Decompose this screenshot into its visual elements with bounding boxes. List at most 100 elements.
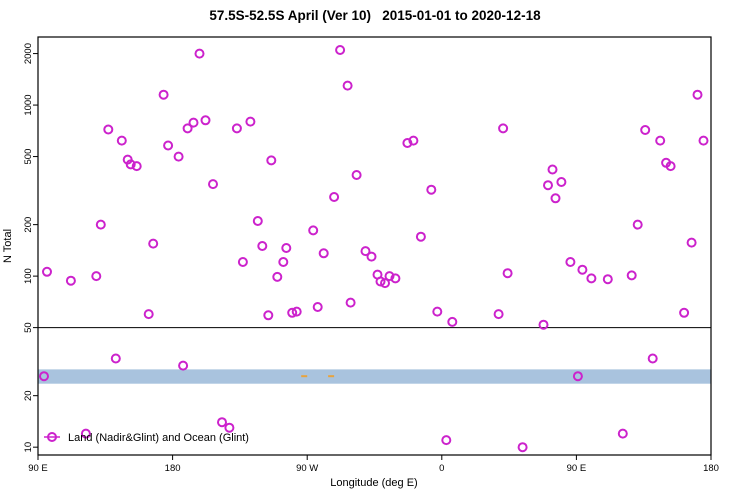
data-point — [263, 310, 274, 321]
x-axis-tick-label: 0 — [439, 463, 444, 474]
data-point — [208, 179, 218, 190]
data-point — [402, 138, 413, 148]
data-point — [498, 123, 509, 134]
data-point — [103, 124, 114, 135]
y-axis-title: N Total — [2, 229, 14, 263]
data-point — [679, 307, 690, 318]
x-axis-tick-label: 90 E — [28, 463, 48, 474]
data-point — [390, 273, 401, 284]
data-point — [125, 159, 136, 170]
data-point — [640, 125, 651, 135]
data-point — [447, 316, 458, 327]
data-point — [375, 276, 386, 287]
data-point — [217, 417, 227, 428]
data-point — [91, 271, 102, 282]
legend-label: Land (Nadir&Glint) and Ocean (Glint) — [68, 432, 249, 444]
data-point — [655, 135, 666, 146]
data-point — [351, 170, 362, 180]
data-point — [335, 45, 346, 55]
data-point — [318, 248, 329, 259]
data-point — [547, 164, 558, 175]
data-point — [617, 428, 628, 439]
x-axis-title: Longitude (deg E) — [330, 477, 417, 489]
data-point — [384, 271, 395, 282]
data-point — [224, 422, 235, 433]
data-point — [698, 135, 709, 146]
data-point — [266, 155, 277, 166]
data-point — [231, 123, 242, 134]
data-point — [380, 278, 390, 289]
data-point — [182, 123, 193, 134]
data-point — [408, 135, 419, 146]
data-point — [178, 360, 189, 371]
data-point — [163, 140, 174, 151]
data-point — [586, 273, 597, 284]
y-axis-tick-label: 100 — [23, 268, 34, 284]
data-point — [287, 307, 298, 318]
data-point — [493, 309, 504, 320]
data-point — [148, 238, 159, 249]
data-point — [237, 257, 248, 267]
y-axis-tick-label: 500 — [23, 149, 34, 165]
x-axis-tick-label: 180 — [165, 463, 181, 474]
data-point — [632, 219, 643, 230]
data-point — [173, 151, 184, 162]
data-point — [686, 237, 697, 248]
data-point — [65, 275, 76, 286]
data-point — [626, 270, 637, 281]
y-axis-tick-label: 10 — [23, 442, 34, 453]
data-point — [281, 243, 292, 253]
data-point — [312, 302, 323, 312]
plot-border — [37, 36, 712, 456]
data-point — [565, 257, 576, 267]
data-point — [366, 251, 377, 262]
data-point — [308, 225, 319, 236]
y-axis-tick-label: 200 — [23, 217, 34, 233]
data-point — [602, 274, 613, 285]
highlight-band — [38, 369, 711, 384]
y-axis-tick-label: 1000 — [23, 94, 34, 115]
data-point — [538, 319, 549, 330]
data-point — [116, 135, 127, 146]
y-axis-tick-label: 2000 — [23, 43, 34, 64]
data-point — [572, 371, 583, 382]
data-point — [556, 177, 567, 187]
data-point — [647, 353, 658, 364]
y-axis-tick-label: 20 — [23, 390, 34, 401]
data-point — [143, 309, 154, 320]
data-point — [200, 115, 211, 126]
data-point — [80, 428, 91, 439]
x-axis-tick-label: 90 W — [296, 463, 318, 474]
data-point — [245, 116, 256, 127]
data-point — [426, 184, 437, 195]
data-point — [692, 89, 703, 100]
data-point — [345, 297, 356, 308]
data-point — [517, 442, 528, 453]
data-point — [194, 48, 205, 59]
data-point — [257, 241, 268, 251]
chart-title: 57.5S-52.5S April (Ver 10) 2015-01-01 to… — [209, 8, 541, 23]
data-point — [272, 271, 283, 282]
x-axis-tick-label: 180 — [703, 463, 719, 474]
data-point — [502, 268, 513, 279]
data-point — [42, 266, 52, 277]
data-point — [415, 231, 426, 242]
legend-marker — [47, 432, 57, 442]
data-point — [131, 161, 142, 172]
data-point — [110, 353, 121, 364]
data-point — [550, 193, 561, 204]
data-point — [577, 264, 588, 275]
data-point — [188, 117, 199, 128]
data-point — [329, 192, 340, 202]
x-axis-tick-label: 90 E — [567, 463, 587, 474]
data-point — [543, 180, 553, 191]
y-axis-tick-label: 50 — [23, 322, 34, 333]
data-point — [291, 306, 302, 317]
data-point — [95, 219, 106, 230]
data-point — [432, 306, 443, 317]
data-point — [158, 89, 169, 100]
data-point — [39, 371, 49, 382]
data-point — [278, 257, 289, 267]
